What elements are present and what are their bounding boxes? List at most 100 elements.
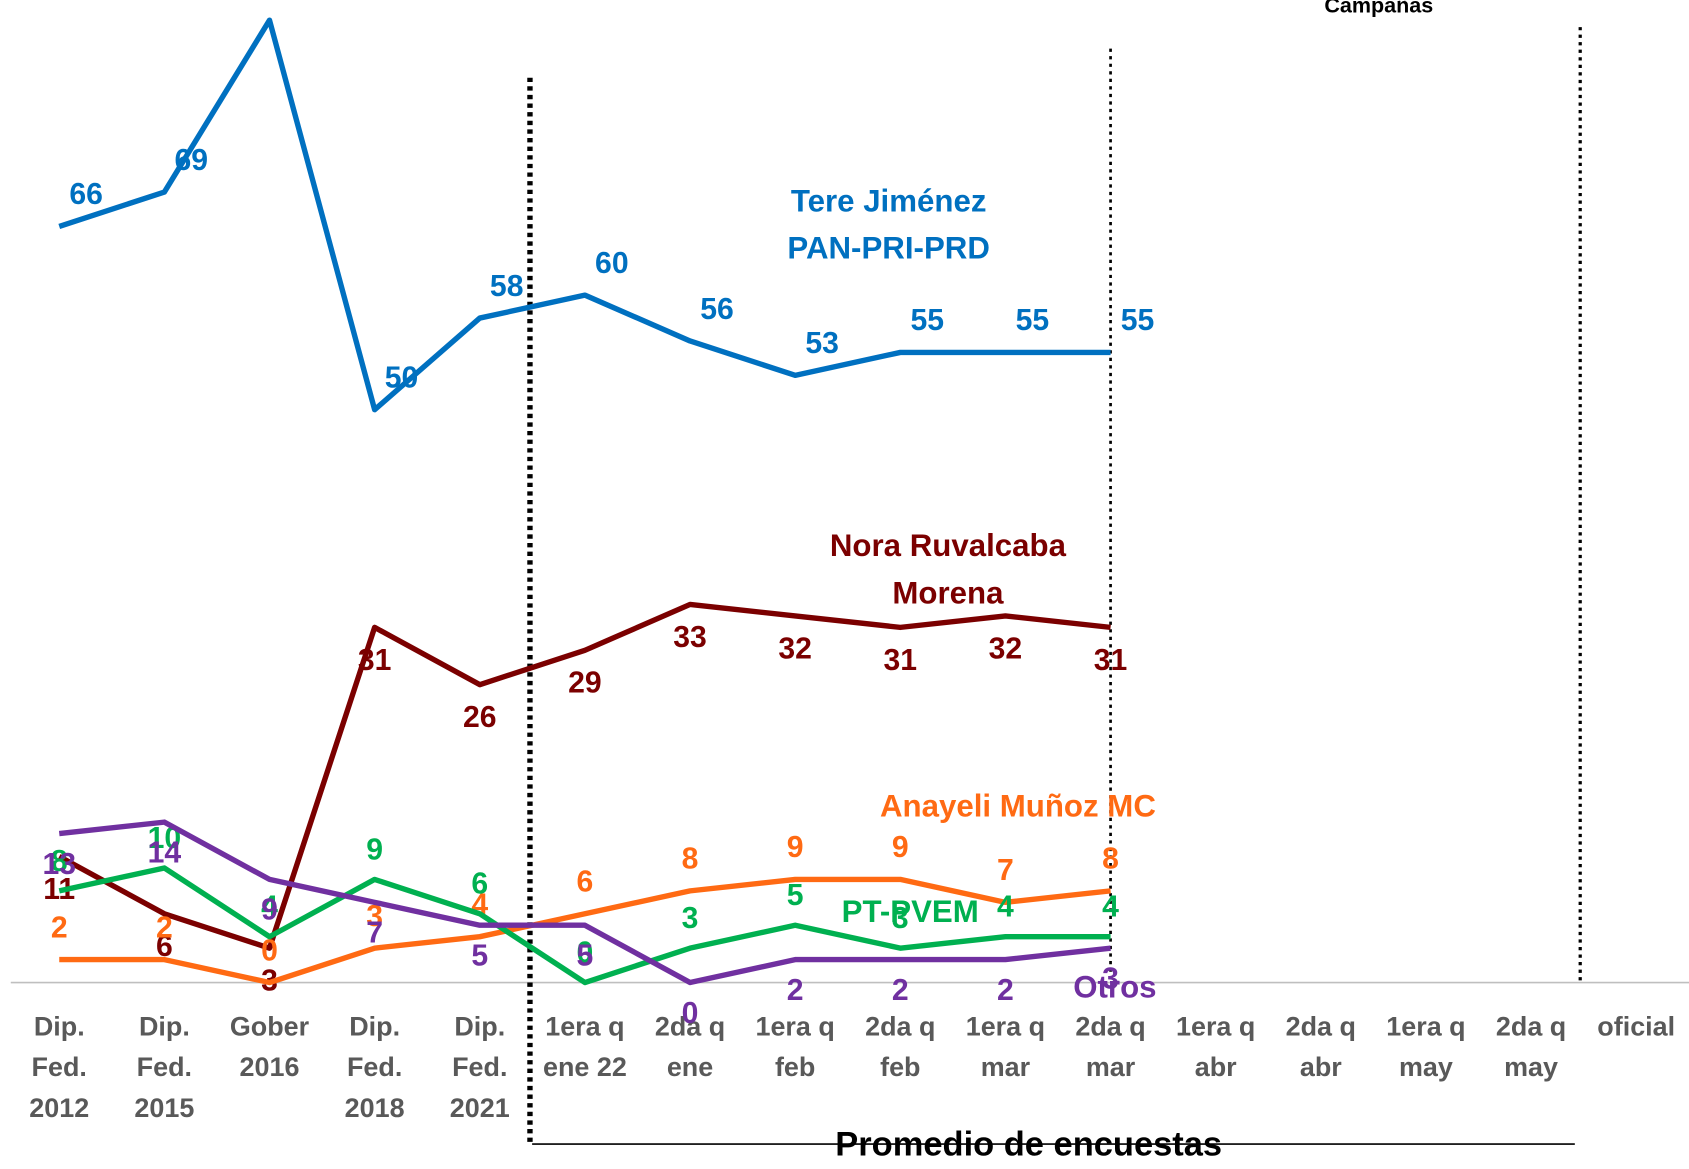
data-label: 6 xyxy=(471,868,488,901)
x-tick-label: 2da q mar xyxy=(1075,1011,1146,1083)
x-tick-label-box: 2da q ene xyxy=(654,1011,726,1083)
data-label: 55 xyxy=(1016,304,1050,337)
x-tick-label-box: 2da q feb xyxy=(865,1011,936,1083)
data-label: 4 xyxy=(1102,891,1119,924)
data-label: 29 xyxy=(568,667,602,700)
data-label: 7 xyxy=(366,917,383,950)
data-label: 69 xyxy=(175,144,209,177)
data-label: 26 xyxy=(463,701,497,734)
data-label: 8 xyxy=(51,845,68,878)
data-label: 0 xyxy=(682,997,699,1030)
data-label: 9 xyxy=(261,894,278,927)
x-tick-label: 1era q feb xyxy=(755,1011,835,1083)
data-label: 3 xyxy=(892,902,909,935)
data-label: 55 xyxy=(910,304,944,337)
data-label: 0 xyxy=(577,936,594,969)
series-line xyxy=(58,17,1111,413)
data-label: 3 xyxy=(1102,962,1119,995)
data-label: 2 xyxy=(156,911,173,944)
series-line xyxy=(57,601,1111,951)
data-label: 5 xyxy=(577,940,594,973)
data-label: 9 xyxy=(366,833,383,866)
series-line xyxy=(59,876,1111,986)
x-tick-label-box: Dip. Fed. 2021 xyxy=(449,1011,510,1124)
data-label: 2 xyxy=(787,974,804,1007)
x-tick-label-box: 2da q may xyxy=(1495,1011,1567,1083)
x-tick-label-box: Dip. Fed. 2015 xyxy=(134,1012,194,1124)
data-label: 32 xyxy=(989,632,1023,665)
data-label: 55 xyxy=(1121,304,1155,337)
legend-label: Anayeli Muñoz MC xyxy=(879,789,1156,825)
data-label: 4 xyxy=(261,891,278,924)
data-label: 8 xyxy=(682,843,699,876)
data-label: 8 xyxy=(1102,843,1119,876)
data-label: 5 xyxy=(787,879,804,912)
data-label: 33 xyxy=(673,621,707,654)
data-label: 2 xyxy=(997,974,1014,1007)
x-tick-label: 2da q may xyxy=(1495,1011,1567,1083)
data-label: 31 xyxy=(358,644,392,677)
legend-label: Tere Jiménez PAN-PRI-PRD xyxy=(787,184,990,267)
data-label: 6 xyxy=(156,930,173,963)
data-label: 2 xyxy=(51,911,68,944)
x-tick-label-box: 2da q mar xyxy=(1075,1011,1146,1083)
data-label: 5 xyxy=(471,940,488,973)
x-tick-label-box: 1era q may xyxy=(1386,1011,1466,1083)
data-label: 9 xyxy=(787,831,804,864)
data-label: 6 xyxy=(577,866,594,899)
x-tick-label-box: oficial xyxy=(1597,1011,1676,1042)
x-tick-label: 1era q may xyxy=(1386,1011,1466,1083)
x-tick-label: 2da q feb xyxy=(865,1011,936,1083)
legend-label-box: Otros xyxy=(1073,970,1157,1006)
data-label: 3 xyxy=(682,902,699,935)
data-label: 7 xyxy=(997,854,1014,887)
data-label: 3 xyxy=(366,900,383,933)
legend-label-box: Anayeli Muñoz MC xyxy=(879,789,1156,825)
x-tick-label-box: 1era q mar xyxy=(965,1011,1046,1083)
legend-label: Otros xyxy=(1073,970,1157,1006)
data-label: 31 xyxy=(1094,644,1128,677)
legend-label: PT-PVEM xyxy=(841,895,979,930)
data-label: 50 xyxy=(385,362,419,395)
x-tick-label: Dip. Fed. 2018 xyxy=(344,1011,405,1124)
x-tick-label: 1era q mar xyxy=(965,1011,1046,1083)
x-tick-label: Gober 2016 xyxy=(229,1011,310,1083)
x-tick-label: 2da q ene xyxy=(654,1011,726,1083)
legend-label-box: Nora Ruvalcaba Morena xyxy=(829,529,1066,611)
x-tick-label: Dip. Fed. 2021 xyxy=(449,1011,510,1124)
legend-label: Nora Ruvalcaba Morena xyxy=(829,529,1066,611)
x-tick-label: 1era q abr xyxy=(1175,1011,1256,1083)
x-tick-label-box: 1era q ene 22 xyxy=(542,1011,627,1083)
x-tick-label: 2da q abr xyxy=(1285,1011,1356,1083)
data-label: 9 xyxy=(892,831,909,864)
data-label: 4 xyxy=(997,891,1014,924)
x-tick-label-box: 1era q feb xyxy=(755,1011,835,1083)
series-line xyxy=(58,819,1111,986)
series-line xyxy=(58,865,1111,986)
annotation: Campañas xyxy=(1324,0,1433,17)
data-label: 60 xyxy=(595,247,629,280)
data-label: 56 xyxy=(700,293,734,326)
data-label: 32 xyxy=(778,632,812,665)
x-tick-label: Dip. Fed. 2012 xyxy=(29,1011,90,1124)
data-label: 58 xyxy=(490,270,524,303)
x-axis-label: Promedio de encuestas xyxy=(835,1125,1222,1163)
data-label: 53 xyxy=(805,327,839,360)
x-tick-label: 1era q ene 22 xyxy=(542,1011,627,1083)
data-label: 84 xyxy=(280,0,314,5)
x-tick-label-box: Gober 2016 xyxy=(229,1011,310,1083)
x-tick-label-box: Dip. Fed. 2012 xyxy=(29,1011,90,1124)
x-tick-label-box: 2da q abr xyxy=(1285,1011,1356,1083)
legend-label-box: Tere Jiménez PAN-PRI-PRD xyxy=(787,184,990,267)
data-label: 2 xyxy=(892,974,909,1007)
data-label: 31 xyxy=(884,644,918,677)
data-label: 66 xyxy=(69,178,103,211)
x-tick-label-box: Dip. Fed. 2018 xyxy=(344,1011,405,1124)
x-tick-label-box: 1era q abr xyxy=(1175,1011,1256,1083)
data-label: 14 xyxy=(148,836,182,869)
data-label: 0 xyxy=(261,934,278,967)
legend-label-box: PT-PVEM xyxy=(841,895,979,930)
data-label: 13 xyxy=(42,848,76,881)
x-tick-label: oficial xyxy=(1597,1011,1676,1042)
